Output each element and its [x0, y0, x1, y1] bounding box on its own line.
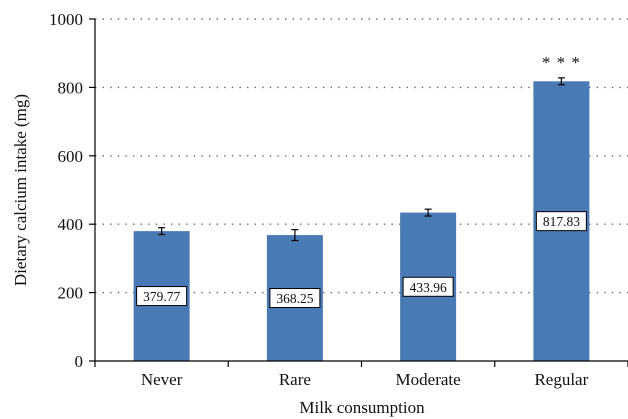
- error-bars: [158, 77, 565, 242]
- significance-marker: * * *: [542, 53, 581, 72]
- data-label: 368.25: [276, 291, 313, 306]
- x-tick-label: Regular: [534, 370, 588, 389]
- y-tick-label: 600: [58, 147, 84, 166]
- x-axis-title: Milk consumption: [299, 398, 425, 417]
- x-tick-label: Rare: [279, 370, 311, 389]
- y-tick-label: 800: [58, 78, 84, 97]
- data-label: 817.83: [543, 214, 580, 229]
- data-label: 379.77: [143, 289, 180, 304]
- data-label-box: [402, 276, 454, 297]
- y-tick-label: 200: [58, 284, 84, 303]
- annotations: * * *: [542, 53, 581, 72]
- y-axis-title: Dietary calcium intake (mg): [11, 94, 30, 286]
- x-tick-label: Never: [141, 370, 183, 389]
- data-label: 433.96: [410, 280, 447, 295]
- x-tick-label: Moderate: [396, 370, 461, 389]
- bars: [133, 81, 590, 362]
- y-tick-label: 1000: [49, 10, 83, 29]
- gridlines: [95, 18, 628, 294]
- data-labels: 379.77 368.25 433.96 817.83: [136, 211, 587, 309]
- x-axis-ticks: Never Rare Moderate Regular: [94, 361, 628, 389]
- data-label-box: [269, 288, 321, 309]
- y-tick-label: 0: [75, 352, 84, 371]
- data-label-box: [136, 286, 188, 307]
- data-label-box: [535, 211, 587, 232]
- y-axis-ticks: 0 200 400 600 800 1000: [49, 10, 95, 371]
- y-tick-label: 400: [58, 215, 84, 234]
